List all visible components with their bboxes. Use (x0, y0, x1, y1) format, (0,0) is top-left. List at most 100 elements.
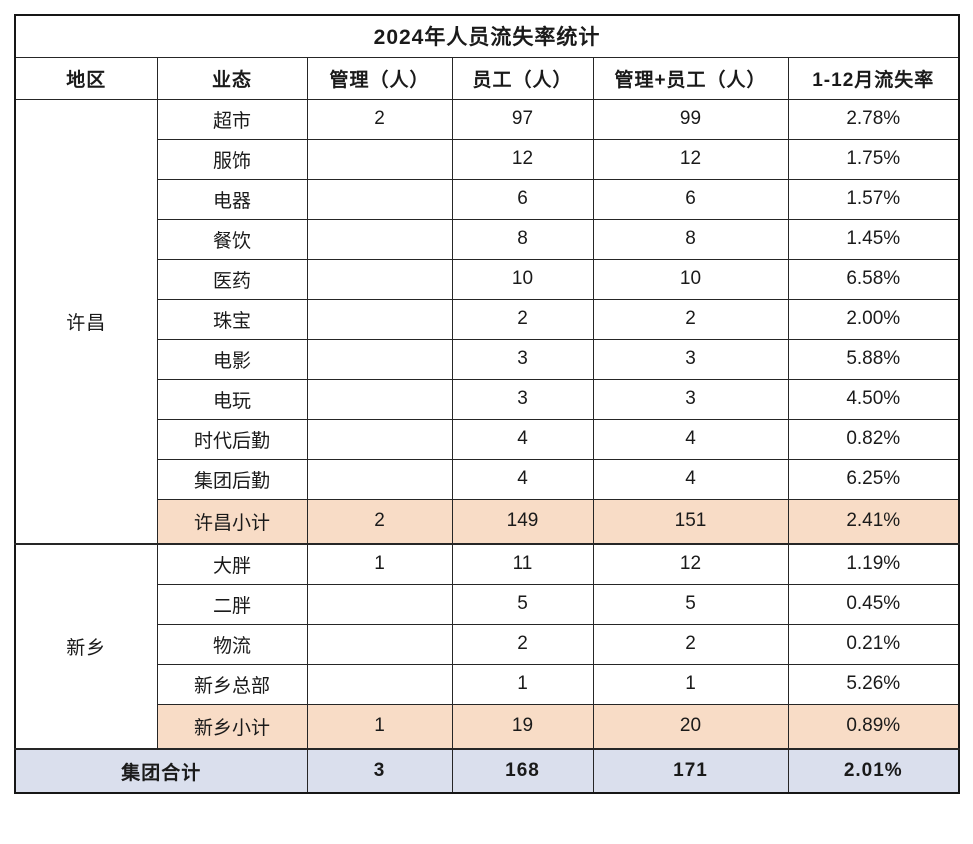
mgmt-cell: 2 (306, 98, 453, 140)
subtotal-row: 许昌小计 2 149 151 2.41% (15, 498, 960, 545)
turnover-table-container: 2024年人员流失率统计 地区 业态 管理（人） 员工（人） 管理+员工（人） … (14, 14, 960, 794)
staff-cell: 8 (451, 218, 594, 260)
grand-total-row: 集团合计 3 168 171 2.01% (14, 748, 960, 794)
business-cell: 超市 (156, 98, 308, 140)
staff-cell: 4 (451, 418, 594, 460)
grand-total-label-cell: 集团合计 (14, 748, 308, 794)
column-header-rate: 1-12月流失率 (787, 56, 960, 100)
rate-cell: 1.75% (787, 138, 960, 180)
staff-cell: 3 (451, 338, 594, 380)
table-title: 2024年人员流失率统计 (14, 14, 960, 58)
business-cell: 物流 (156, 623, 308, 665)
subtotal-mgmt-cell: 1 (306, 703, 453, 750)
rate-cell: 2.00% (787, 298, 960, 340)
mgmt-cell (306, 583, 453, 625)
grand-total-staff-cell: 168 (451, 748, 594, 794)
table-row: 电器 6 6 1.57% (15, 178, 960, 220)
grand-total-mgmt-cell: 3 (306, 748, 453, 794)
rate-cell: 1.57% (787, 178, 960, 220)
column-header-region: 地区 (14, 56, 158, 100)
mgmt-cell (306, 338, 453, 380)
business-cell: 电玩 (156, 378, 308, 420)
business-cell: 新乡总部 (156, 663, 308, 705)
mgmt-cell (306, 458, 453, 500)
staff-cell: 3 (451, 378, 594, 420)
total-cell: 10 (592, 258, 789, 300)
rate-cell: 1.45% (787, 218, 960, 260)
table-row: 二胖 5 5 0.45% (15, 583, 960, 625)
business-cell: 时代后勤 (156, 418, 308, 460)
staff-cell: 4 (451, 458, 594, 500)
total-cell: 3 (592, 378, 789, 420)
total-cell: 8 (592, 218, 789, 260)
total-cell: 5 (592, 583, 789, 625)
rate-cell: 0.82% (787, 418, 960, 460)
mgmt-cell (306, 218, 453, 260)
region-cell: 新乡 (14, 543, 158, 750)
business-cell: 餐饮 (156, 218, 308, 260)
rate-cell: 0.21% (787, 623, 960, 665)
subtotal-rate-cell: 0.89% (787, 703, 960, 750)
table-row: 许昌 超市 2 97 99 2.78% (14, 98, 960, 545)
column-header-total: 管理+员工（人） (592, 56, 789, 100)
table-row: 餐饮 8 8 1.45% (15, 218, 960, 260)
business-cell: 医药 (156, 258, 308, 300)
table-row: 服饰 12 12 1.75% (15, 138, 960, 180)
rate-cell: 5.88% (787, 338, 960, 380)
total-cell: 2 (592, 298, 789, 340)
staff-cell: 11 (451, 543, 594, 585)
total-cell: 6 (592, 178, 789, 220)
total-cell: 2 (592, 623, 789, 665)
rate-cell: 4.50% (787, 378, 960, 420)
column-header-mgmt: 管理（人） (306, 56, 453, 100)
grand-total-total-cell: 171 (592, 748, 789, 794)
table-row: 新乡总部 1 1 5.26% (15, 663, 960, 705)
business-cell: 服饰 (156, 138, 308, 180)
table-row: 新乡 大胖 1 11 12 1.19% (14, 543, 960, 750)
rate-cell: 2.78% (787, 98, 960, 140)
staff-cell: 2 (451, 298, 594, 340)
total-cell: 12 (592, 543, 789, 585)
mgmt-cell (306, 178, 453, 220)
table-row: 集团后勤 4 4 6.25% (15, 458, 960, 500)
subtotal-staff-cell: 149 (451, 498, 594, 545)
staff-cell: 97 (451, 98, 594, 140)
mgmt-cell (306, 138, 453, 180)
table-row: 珠宝 2 2 2.00% (15, 298, 960, 340)
subtotal-rate-cell: 2.41% (787, 498, 960, 545)
staff-cell: 1 (451, 663, 594, 705)
total-cell: 1 (592, 663, 789, 705)
subtotal-row: 新乡小计 1 19 20 0.89% (15, 703, 960, 750)
rate-cell: 6.25% (787, 458, 960, 500)
subtotal-mgmt-cell: 2 (306, 498, 453, 545)
mgmt-cell (306, 623, 453, 665)
subtotal-total-cell: 151 (592, 498, 789, 545)
table-row: 时代后勤 4 4 0.82% (15, 418, 960, 460)
total-cell: 3 (592, 338, 789, 380)
subtotal-total-cell: 20 (592, 703, 789, 750)
mgmt-cell: 1 (306, 543, 453, 585)
table-body: 许昌 超市 2 97 99 2.78% 服饰 12 12 1.75% 电器 6 6 1.57% 餐饮 8 8 1.… (14, 98, 960, 794)
rate-cell: 6.58% (787, 258, 960, 300)
business-cell: 电影 (156, 338, 308, 380)
business-cell: 大胖 (156, 543, 308, 585)
business-cell: 集团后勤 (156, 458, 308, 500)
business-cell: 二胖 (156, 583, 308, 625)
subtotal-label-cell: 新乡小计 (156, 703, 308, 750)
table-header-row: 地区 业态 管理（人） 员工（人） 管理+员工（人） 1-12月流失率 (14, 56, 960, 100)
rate-cell: 5.26% (787, 663, 960, 705)
turnover-table: 2024年人员流失率统计 地区 业态 管理（人） 员工（人） 管理+员工（人） … (14, 14, 960, 794)
table-row: 医药 10 10 6.58% (15, 258, 960, 300)
subtotal-label-cell: 许昌小计 (156, 498, 308, 545)
total-cell: 99 (592, 98, 789, 140)
table-row: 物流 2 2 0.21% (15, 623, 960, 665)
column-header-business: 业态 (156, 56, 308, 100)
staff-cell: 5 (451, 583, 594, 625)
business-cell: 电器 (156, 178, 308, 220)
staff-cell: 12 (451, 138, 594, 180)
table-row: 电影 3 3 5.88% (15, 338, 960, 380)
total-cell: 4 (592, 458, 789, 500)
table-row: 电玩 3 3 4.50% (15, 378, 960, 420)
total-cell: 4 (592, 418, 789, 460)
